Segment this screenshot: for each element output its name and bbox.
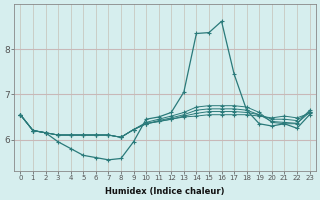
X-axis label: Humidex (Indice chaleur): Humidex (Indice chaleur) <box>105 187 225 196</box>
